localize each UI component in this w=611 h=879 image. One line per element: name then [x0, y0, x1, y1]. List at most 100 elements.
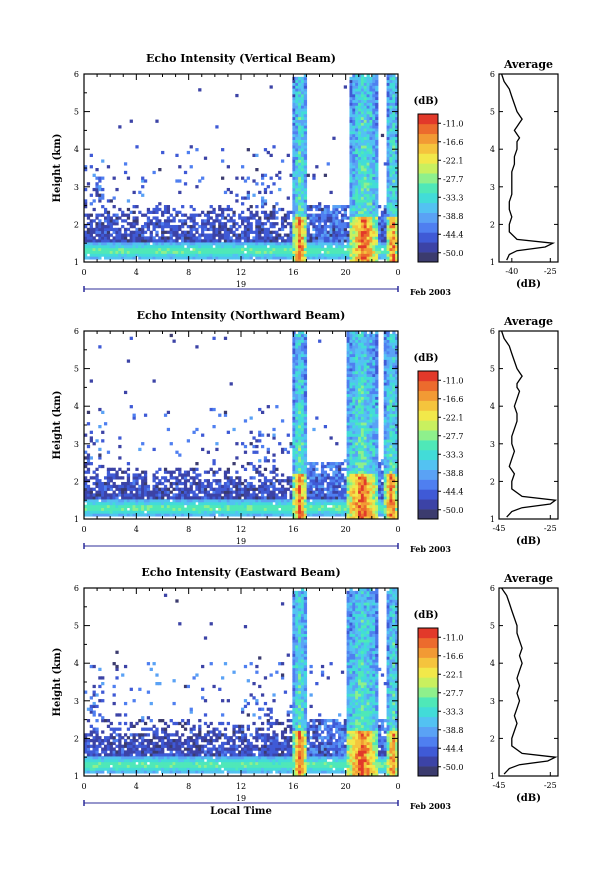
- heatmap-cell: [150, 505, 153, 508]
- heatmap-cell: [292, 111, 295, 114]
- heatmap-cell: [218, 482, 221, 485]
- heatmap-cell: [212, 488, 215, 491]
- heatmap-cell: [301, 465, 304, 468]
- heatmap-cell: [338, 234, 341, 237]
- heatmap-cell: [258, 473, 261, 476]
- heatmap-cell: [250, 482, 253, 485]
- heatmap-cell: [224, 496, 227, 499]
- heatmap-cell: [295, 231, 298, 234]
- heatmap-cell: [387, 159, 390, 162]
- heatmap-cell: [301, 177, 304, 180]
- heatmap-cell: [307, 510, 310, 513]
- heatmap-cell: [212, 248, 215, 251]
- heatmap-cell: [358, 137, 361, 140]
- heatmap-cell: [290, 510, 293, 513]
- heatmap-cell: [358, 379, 361, 382]
- heatmap-cell: [113, 485, 116, 488]
- heatmap-cell: [98, 493, 101, 496]
- heatmap-cell: [147, 225, 150, 228]
- heatmap-cell: [87, 499, 90, 502]
- heatmap-cell: [250, 476, 253, 479]
- heatmap-cell: [201, 228, 204, 231]
- heatmap-cell: [367, 428, 370, 431]
- heatmap-cell: [118, 236, 121, 239]
- heatmap-cell: [264, 245, 267, 248]
- heatmap-cell: [355, 442, 358, 445]
- heatmap-cell: [352, 202, 355, 205]
- heatmap-cell: [138, 493, 141, 496]
- heatmap-cell: [358, 473, 361, 476]
- heatmap-cell: [215, 496, 218, 499]
- heatmap-cell: [372, 182, 375, 185]
- heatmap-cell: [375, 97, 378, 100]
- heatmap-cell: [332, 251, 335, 254]
- heatmap-cell: [227, 234, 230, 237]
- heatmap-cell: [161, 151, 164, 154]
- heatmap-cell: [298, 236, 301, 239]
- heatmap-cell: [230, 482, 233, 485]
- heatmap-cell: [264, 148, 267, 151]
- heatmap-cell: [355, 485, 358, 488]
- heatmap-cell: [247, 239, 250, 242]
- heatmap-cell: [369, 111, 372, 114]
- heatmap-cell: [301, 137, 304, 140]
- heatmap-cell: [304, 439, 307, 442]
- heatmap-cell: [141, 185, 144, 188]
- heatmap-cell: [292, 414, 295, 417]
- heatmap-cell: [261, 485, 264, 488]
- heatmap-cell: [230, 242, 233, 245]
- heatmap-cell: [392, 162, 395, 165]
- heatmap-cell: [372, 151, 375, 154]
- heatmap-cell: [127, 242, 130, 245]
- heatmap-cell: [364, 513, 367, 516]
- heatmap-cell: [387, 131, 390, 134]
- heatmap-cell: [301, 493, 304, 496]
- heatmap-cell: [369, 83, 372, 86]
- heatmap-cell: [301, 199, 304, 202]
- heatmap-cell: [227, 165, 230, 168]
- heatmap-cell: [281, 499, 284, 502]
- heatmap-cell: [281, 159, 284, 162]
- heatmap-cell: [232, 219, 235, 222]
- heatmap-cell: [361, 411, 364, 414]
- heatmap-cell: [212, 253, 215, 256]
- heatmap-cell: [355, 465, 358, 468]
- heatmap-cell: [304, 208, 307, 211]
- heatmap-cell: [292, 140, 295, 143]
- heatmap-cell: [212, 231, 215, 234]
- heatmap-cell: [270, 211, 273, 214]
- heatmap-cell: [364, 108, 367, 111]
- heatmap-cell: [329, 242, 332, 245]
- heatmap-cell: [264, 491, 267, 494]
- heatmap-cell: [327, 205, 330, 208]
- heatmap-cell: [372, 236, 375, 239]
- heatmap-cell: [275, 245, 278, 248]
- heatmap-cell: [352, 196, 355, 199]
- heatmap-cell: [375, 222, 378, 225]
- heatmap-cell: [212, 508, 215, 511]
- heatmap-cell: [133, 245, 136, 248]
- heatmap-cell: [295, 83, 298, 86]
- heatmap-cell: [349, 416, 352, 419]
- heatmap-cell: [192, 499, 195, 502]
- heatmap-cell: [349, 473, 352, 476]
- heatmap-cell: [367, 97, 370, 100]
- heatmap-cell: [90, 154, 93, 157]
- heatmap-cell: [355, 125, 358, 128]
- heatmap-cell: [181, 491, 184, 494]
- heatmap-cell: [358, 485, 361, 488]
- heatmap-cell: [281, 451, 284, 454]
- heatmap-cell: [104, 216, 107, 219]
- heatmap-cell: [364, 159, 367, 162]
- heatmap-cell: [195, 251, 198, 254]
- heatmap-cell: [298, 476, 301, 479]
- heatmap-cell: [155, 493, 158, 496]
- heatmap-cell: [153, 251, 156, 254]
- heatmap-cell: [292, 245, 295, 248]
- heatmap-cell: [272, 182, 275, 185]
- heatmap-cell: [341, 242, 344, 245]
- heatmap-cell: [355, 148, 358, 151]
- heatmap-cell: [349, 351, 352, 354]
- heatmap-cell: [172, 216, 175, 219]
- heatmap-cell: [364, 351, 367, 354]
